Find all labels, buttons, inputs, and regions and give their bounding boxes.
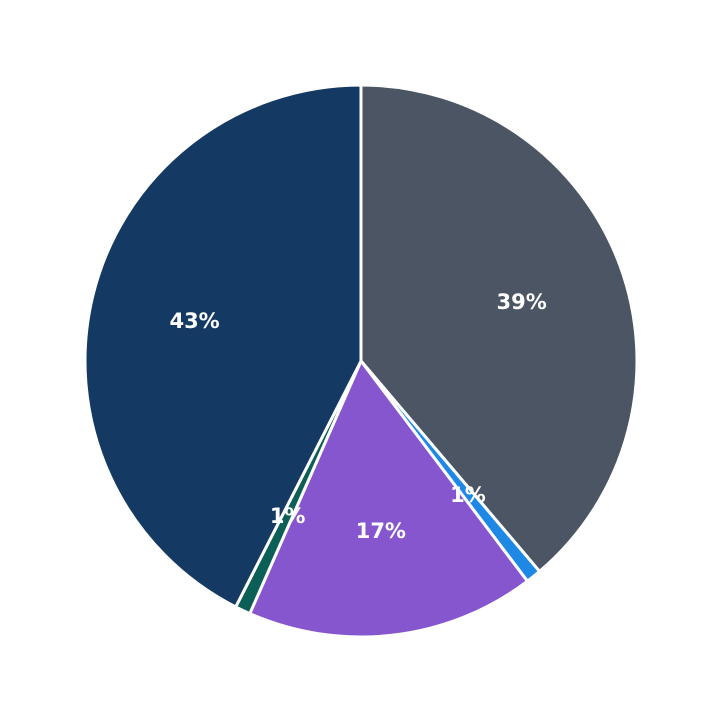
slice-label: 1% — [450, 482, 486, 507]
slice-label: 43% — [169, 309, 220, 334]
slice-label: 39% — [496, 290, 547, 315]
pie-slice — [248, 359, 529, 639]
pie-slice — [359, 83, 639, 573]
slice-label: 1% — [269, 503, 306, 528]
pie-slice — [83, 83, 363, 609]
slice-label: 17% — [355, 518, 406, 543]
